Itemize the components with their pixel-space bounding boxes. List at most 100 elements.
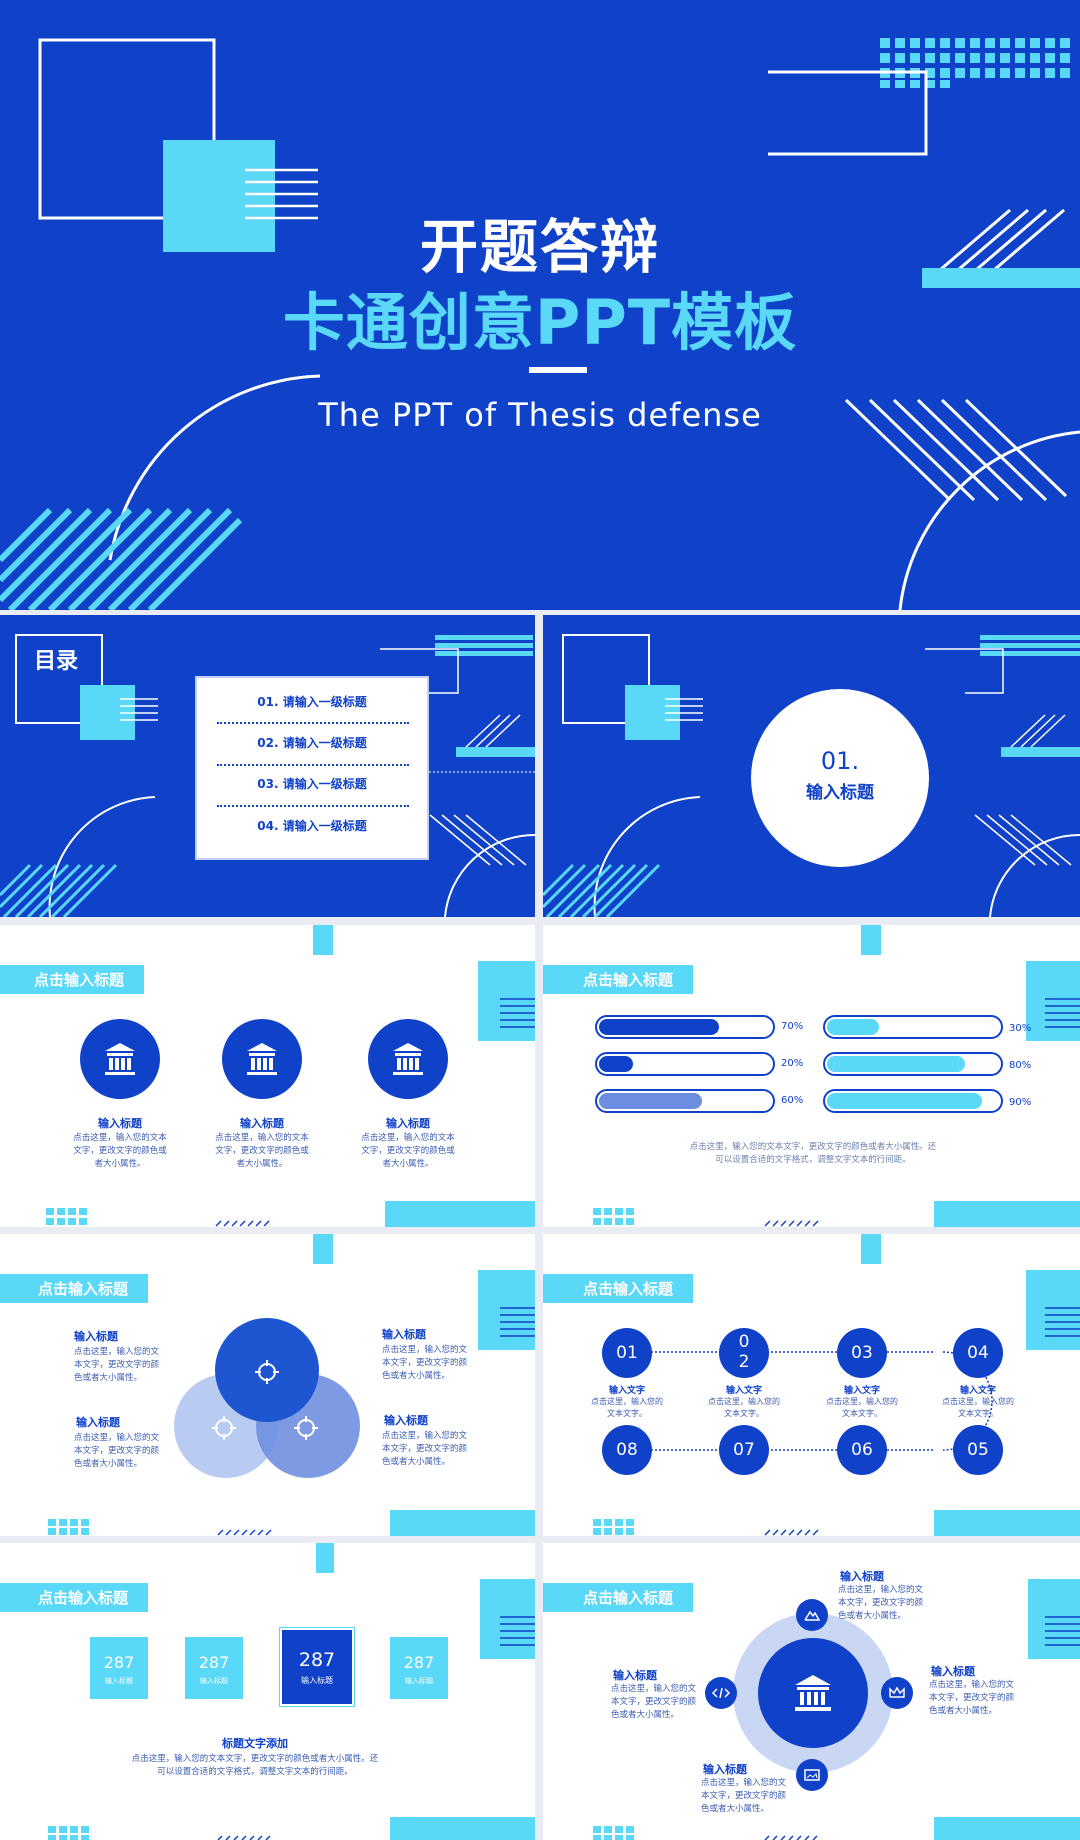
slide-title-tag: 点击输入标题 (543, 1274, 694, 1303)
item-title: 输入标题 (703, 1763, 747, 1776)
bank-icon (368, 1019, 448, 1099)
step-title: 输入文字 (725, 1386, 762, 1396)
slide-decoration (46, 925, 535, 1227)
item-title: 输入标题 (931, 1665, 975, 1678)
progress-value: 80% (1009, 1060, 1032, 1071)
stat-card: 287 输入标题 (185, 1637, 243, 1699)
slide-title-tag: 点击输入标题 (0, 965, 145, 994)
toc-item-2[interactable]: 02. 请输入一级标题 (257, 736, 367, 750)
stat-value: 287 (103, 1653, 135, 1672)
step-title: 输入文字 (608, 1386, 645, 1396)
stat-label: 输入标题 (200, 1677, 228, 1685)
toc-slide[interactable]: 目录 01. 请输入一级标题 02. 请输入一级标题 03. 请输入一级标题 0… (0, 615, 535, 917)
steps-slide[interactable]: 点击输入标题 01 0 2 03 04 输入文字 点击这里，输入您的文本文字。 … (543, 1234, 1080, 1536)
cover-slide[interactable]: 开题答辩 卡通创意PPT模板 The PPT of Thesis defense (0, 0, 1080, 610)
item-title: 输入标题 (382, 1328, 426, 1341)
crown-icon (881, 1677, 913, 1709)
item-body: 点击这里，输入您的文本文字，更改文字的颜色或者大小属性。 (611, 1684, 697, 1720)
slide-title-tag: 点击输入标题 (543, 965, 694, 994)
slide-title-tag: 点击输入标题 (0, 1583, 149, 1612)
progress-value: 20% (781, 1058, 804, 1069)
stat-value: 287 (298, 1649, 336, 1671)
progress-value: 30% (1009, 1023, 1032, 1034)
toc-divider (217, 764, 409, 766)
step-number: 01 (602, 1328, 652, 1378)
icons-slide[interactable]: 点击输入标题 输入标题 点击这里，输入您的文本文字，更改文字的颜色或者大小属性。… (0, 925, 535, 1227)
slide-decoration (48, 1234, 535, 1536)
toc-decoration (0, 634, 535, 917)
step-number: 08 (602, 1425, 652, 1475)
progress-value: 70% (781, 1021, 804, 1032)
stat-label: 输入标题 (105, 1677, 133, 1685)
code-icon (705, 1677, 737, 1709)
stat-card: 287 输入标题 (390, 1637, 448, 1699)
cover-decoration (0, 38, 1080, 610)
step-number: 05 (953, 1425, 1003, 1475)
stat-card-active: 287 输入标题 (279, 1627, 355, 1707)
slide-title-tag: 点击输入标题 (543, 1583, 694, 1612)
toc-item-1[interactable]: 01. 请输入一级标题 (257, 695, 367, 709)
step-number: 07 (719, 1425, 769, 1475)
section-slide[interactable]: 01. 输入标题 (543, 615, 1080, 917)
step-number: 04 (953, 1328, 1003, 1378)
cards-body-2: 可以设置合适的文字格式，调整文字文本的行间距。 (157, 1767, 353, 1777)
step-title: 输入文字 (959, 1386, 996, 1396)
progress-value: 60% (781, 1095, 804, 1106)
item-body: 点击这里，输入您的文本文字，更改文字的颜色或者大小属性。 (74, 1347, 160, 1383)
item-title: 输入标题 (98, 1117, 142, 1130)
slide-decoration (593, 925, 1080, 1227)
progress-bar (595, 1015, 775, 1039)
step-body: 点击这里，输入您的文本文字。 (826, 1397, 898, 1418)
item-body: 点击这里，输入您的文本文字，更改文字的颜色或者大小属性。 (361, 1133, 455, 1169)
item-title: 输入标题 (76, 1416, 120, 1429)
progress-bar (595, 1052, 775, 1076)
progress-bar (823, 1052, 1003, 1076)
item-title: 输入标题 (613, 1669, 657, 1682)
step-number: 06 (837, 1425, 887, 1475)
bank-icon (80, 1019, 160, 1099)
item-title: 输入标题 (74, 1330, 118, 1343)
stat-card: 287 输入标题 (90, 1637, 148, 1699)
cards-slide[interactable]: 点击输入标题 287 输入标题 287 输入标题 287 输入标题 287 输入… (0, 1543, 535, 1840)
stat-value: 287 (403, 1653, 435, 1672)
toc-item-4[interactable]: 04. 请输入一级标题 (257, 819, 367, 833)
toc-divider (217, 722, 409, 724)
progress-value: 90% (1009, 1097, 1032, 1108)
item-body: 点击这里，输入您的文本文字，更改文字的颜色或者大小属性。 (382, 1431, 468, 1467)
section-decoration (543, 634, 1080, 917)
toc-item-3[interactable]: 03. 请输入一级标题 (257, 777, 367, 791)
section-number: 01. (820, 747, 860, 775)
slide-decoration (593, 1579, 1080, 1840)
step-body: 点击这里，输入您的文本文字。 (942, 1397, 1014, 1418)
cards-title: 标题文字添加 (222, 1737, 288, 1750)
toc-box: 01. 请输入一级标题 02. 请输入一级标题 03. 请输入一级标题 04. … (195, 676, 429, 860)
bank-icon (795, 1675, 831, 1711)
item-body: 点击这里，输入您的文本文字，更改文字的颜色或者大小属性。 (929, 1680, 1015, 1716)
caption-line-2: 可以设置合适的文字格式，调整文字文本的行间距。 (715, 1155, 911, 1165)
step-body: 点击这里，输入您的文本文字。 (708, 1397, 780, 1418)
hub-slide[interactable]: 点击输入标题 输入标题 点击这里，输入您的文本文字，更改文字的颜色或者大小属性。… (543, 1543, 1080, 1840)
item-body: 点击这里，输入您的文本文字，更改文字的颜色或者大小属性。 (382, 1345, 468, 1381)
slide-decoration (48, 1543, 535, 1840)
target-icon (212, 1416, 236, 1440)
mountain-icon (796, 1599, 828, 1631)
target-icon (255, 1360, 279, 1384)
stat-label: 输入标题 (405, 1677, 433, 1685)
target-icon (294, 1416, 318, 1440)
progress-slide[interactable]: 点击输入标题 70% 20% 60% 30% 80% 90% 点击这里，输入您的… (543, 925, 1080, 1227)
item-body: 点击这里，输入您的文本文字，更改文字的颜色或者大小属性。 (74, 1433, 160, 1469)
section-label: 输入标题 (806, 783, 874, 803)
cover-title: 开题答辩 (419, 213, 660, 281)
venn-slide[interactable]: 点击输入标题 输入标题 点击这里，输入您的文本文字，更改文字的颜色或者大小属性。… (0, 1234, 535, 1536)
image-icon (796, 1759, 828, 1791)
item-body: 点击这里，输入您的文本文字，更改文字的颜色或者大小属性。 (215, 1133, 309, 1169)
cover-subtitle: 卡通创意PPT模板 (282, 286, 798, 359)
stat-label: 输入标题 (301, 1676, 333, 1685)
cover-english-subtitle: The PPT of Thesis defense (318, 396, 762, 434)
item-body: 点击这里，输入您的文本文字，更改文字的颜色或者大小属性。 (701, 1778, 787, 1814)
toc-divider (217, 805, 409, 807)
item-body: 点击这里，输入您的文本文字，更改文字的颜色或者大小属性。 (73, 1133, 167, 1169)
step-number: 03 (837, 1328, 887, 1378)
item-title: 输入标题 (384, 1414, 428, 1427)
progress-bar (595, 1089, 775, 1113)
